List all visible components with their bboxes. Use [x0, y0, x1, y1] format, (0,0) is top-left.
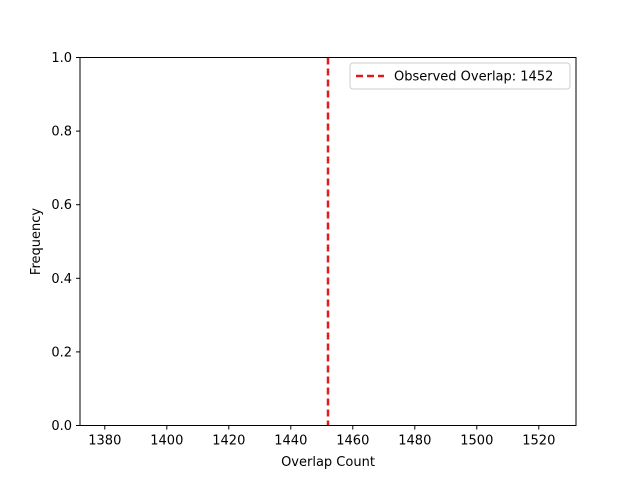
- legend-label: Observed Overlap: 1452: [394, 70, 553, 85]
- y-axis-label: Frequency: [29, 208, 44, 275]
- y-tick-label: 0.8: [51, 125, 72, 140]
- x-tick-label: 1400: [150, 434, 183, 449]
- x-tick-label: 1480: [398, 434, 431, 449]
- y-tick-label: 0.4: [51, 272, 72, 287]
- x-tick-label: 1520: [522, 434, 555, 449]
- y-tick-label: 0.6: [51, 198, 72, 213]
- x-axis-ticks: 1380 1400 1420 1440 1460 1480 1500 1520: [88, 425, 555, 449]
- x-axis-label: Overlap Count: [281, 455, 375, 470]
- y-axis-ticks: 0.0 0.2 0.4 0.6 0.8 1.0: [51, 51, 80, 434]
- y-tick-label: 0.0: [51, 419, 72, 434]
- x-tick-label: 1500: [460, 434, 493, 449]
- y-tick-label: 1.0: [51, 51, 72, 66]
- x-tick-label: 1440: [274, 434, 307, 449]
- x-tick-label: 1380: [88, 434, 121, 449]
- y-tick-label: 0.2: [51, 345, 72, 360]
- plot-area-frame: [79, 57, 577, 426]
- x-tick-label: 1420: [212, 434, 245, 449]
- legend-box: [349, 62, 571, 90]
- legend: Observed Overlap: 1452: [349, 62, 571, 90]
- x-tick-label: 1460: [336, 434, 369, 449]
